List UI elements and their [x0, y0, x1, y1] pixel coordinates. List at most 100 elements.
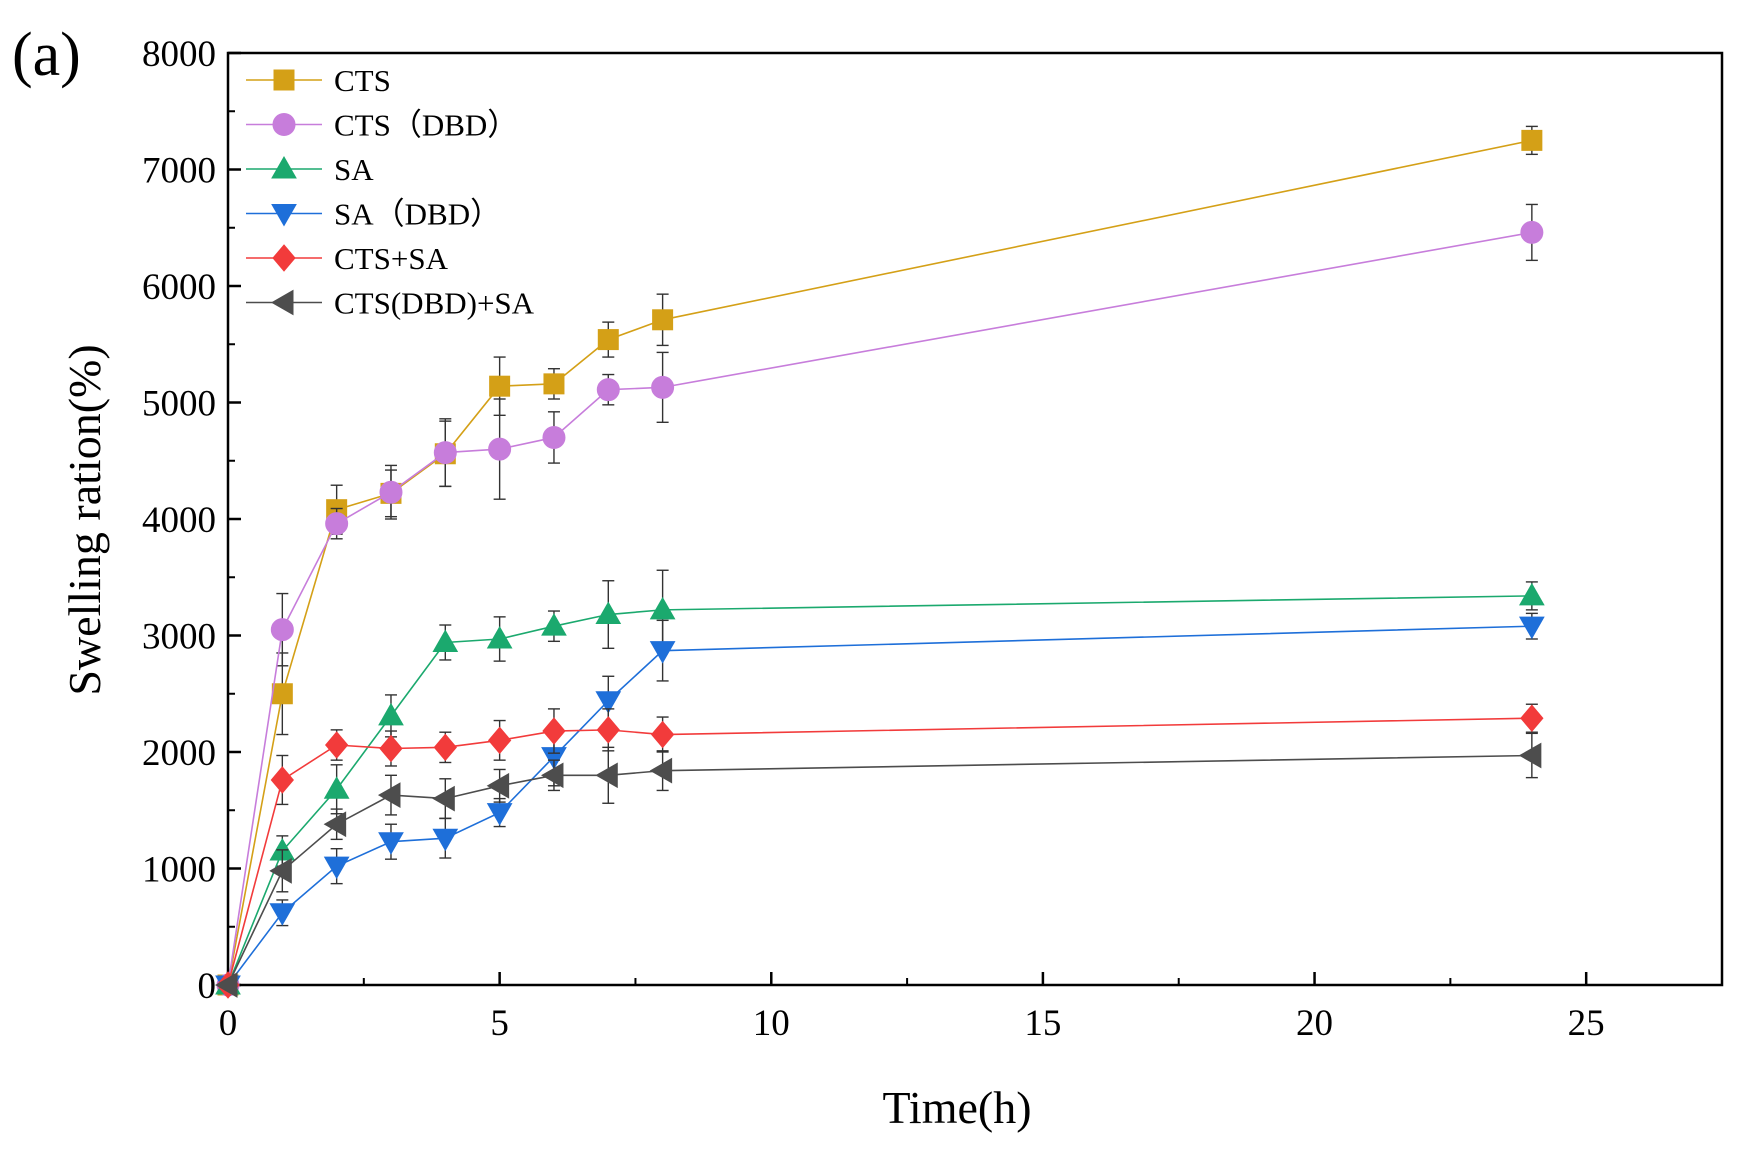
series-5 — [214, 732, 1542, 998]
data-point — [649, 641, 676, 664]
y-tick-label: 7000 — [142, 151, 216, 192]
data-point — [379, 480, 403, 504]
data-point — [1521, 129, 1543, 151]
data-point — [379, 734, 403, 763]
data-point — [541, 613, 567, 636]
data-point — [543, 373, 565, 395]
data-point — [214, 972, 238, 998]
series-3 — [215, 612, 1545, 999]
legend-item: CTS(DBD)+SA — [246, 286, 535, 321]
data-point — [271, 683, 293, 705]
data-point — [597, 329, 619, 351]
y-tick-label: 3000 — [142, 617, 216, 658]
y-axis: 0 1000 2000 3000 4000 5000 6000 7000 8000 — [142, 34, 241, 1007]
data-point — [324, 731, 349, 759]
data-point — [595, 601, 622, 625]
data-point — [433, 733, 457, 762]
legend-item: CTS — [246, 63, 391, 98]
legend-item: SA（DBD） — [246, 197, 501, 232]
data-point — [270, 766, 294, 794]
data-point — [596, 378, 620, 402]
data-point — [377, 782, 401, 808]
data-point — [325, 512, 349, 536]
data-point — [650, 720, 675, 749]
data-point — [432, 828, 459, 852]
y-tick-label: 2000 — [142, 733, 216, 774]
data-point — [1520, 220, 1544, 244]
data-point — [433, 441, 457, 465]
legend-marker — [271, 204, 297, 227]
legend-marker — [271, 155, 297, 179]
data-point — [486, 772, 510, 799]
y-tick-label: 0 — [198, 966, 217, 1007]
y-tick-label: 5000 — [142, 384, 216, 425]
legend-marker — [272, 244, 296, 272]
series-line — [227, 717, 1532, 986]
x-tick-label: 15 — [1024, 1003, 1061, 1044]
data-point — [378, 702, 404, 726]
legend-item: CTS（DBD） — [246, 108, 518, 143]
data-point — [595, 691, 622, 714]
data-point — [596, 716, 620, 744]
plot-area — [226, 51, 1724, 987]
data-point — [487, 726, 512, 755]
data-point — [486, 803, 513, 826]
legend-label: SA（DBD） — [334, 197, 501, 232]
data-point — [595, 762, 618, 789]
series-4 — [216, 703, 1544, 999]
legend: CTS CTS（DBD） SA SA（DBD） CTS+SA CTS(DBD)+SA — [246, 63, 535, 321]
series-line — [227, 231, 1532, 986]
x-tick-label: 10 — [753, 1003, 790, 1044]
legend-label: CTS+SA — [334, 241, 449, 276]
data-point — [652, 309, 674, 331]
x-tick-label: 5 — [490, 1003, 509, 1044]
legend-label: CTS(DBD)+SA — [334, 286, 535, 321]
data-point — [542, 425, 566, 449]
data-point — [269, 857, 292, 884]
data-point — [432, 785, 455, 812]
data-point — [542, 717, 566, 745]
x-tick-label: 25 — [1568, 1003, 1605, 1044]
data-point — [489, 375, 511, 397]
data-point — [378, 832, 404, 855]
legend-item: SA — [246, 152, 374, 187]
data-point — [1518, 582, 1545, 606]
series-2 — [215, 569, 1545, 995]
data-point — [269, 903, 296, 926]
data-point — [488, 437, 512, 461]
data-point — [540, 762, 564, 789]
data-point — [1520, 704, 1544, 732]
panel-label: (a) — [12, 21, 81, 89]
legend-label: SA — [334, 152, 374, 187]
y-axis-title: Swelling ration(%) — [59, 344, 110, 695]
data-point — [1518, 742, 1542, 769]
data-point — [651, 375, 675, 399]
data-point — [270, 618, 294, 642]
y-tick-label: 8000 — [142, 34, 216, 75]
legend-marker — [272, 113, 296, 136]
data-point — [323, 776, 350, 799]
y-tick-label: 6000 — [142, 267, 216, 308]
series-line — [227, 754, 1532, 986]
x-axis: 0 5 10 15 20 25 — [219, 972, 1605, 1044]
legend-item: CTS+SA — [246, 241, 449, 276]
data-point — [649, 596, 676, 620]
data-point — [1518, 616, 1545, 640]
series-layer — [214, 125, 1545, 999]
x-tick-label: 20 — [1296, 1003, 1333, 1044]
series-line — [227, 595, 1532, 986]
data-point — [486, 625, 513, 649]
y-tick-label: 4000 — [142, 500, 216, 541]
data-point — [323, 856, 350, 880]
data-point — [649, 757, 673, 784]
legend-marker — [270, 289, 294, 316]
x-tick-label: 0 — [219, 1003, 238, 1044]
series-1 — [216, 203, 1544, 997]
series-line — [227, 625, 1532, 986]
legend-label: CTS — [334, 63, 391, 98]
legend-marker — [273, 69, 295, 91]
x-axis-title: Time(h) — [882, 1082, 1031, 1133]
data-point — [323, 811, 347, 838]
series-line — [227, 139, 1533, 986]
